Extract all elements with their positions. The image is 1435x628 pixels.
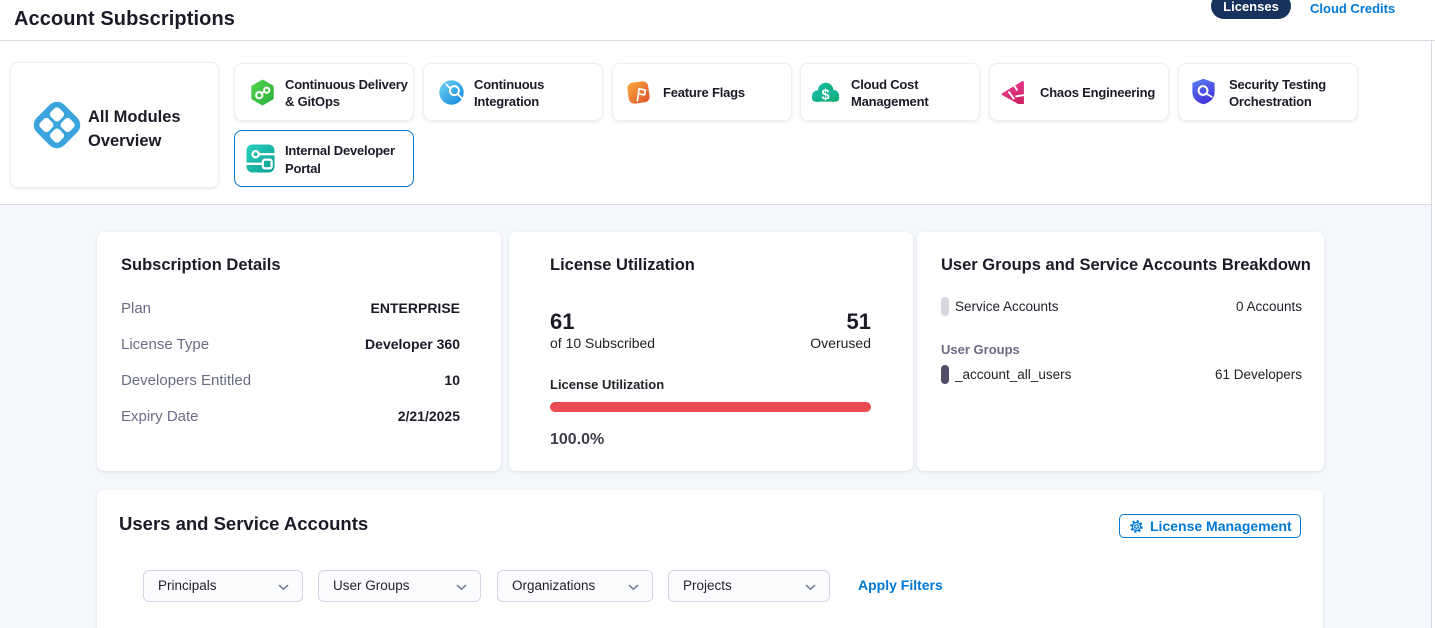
svg-text:$: $ <box>822 87 830 103</box>
